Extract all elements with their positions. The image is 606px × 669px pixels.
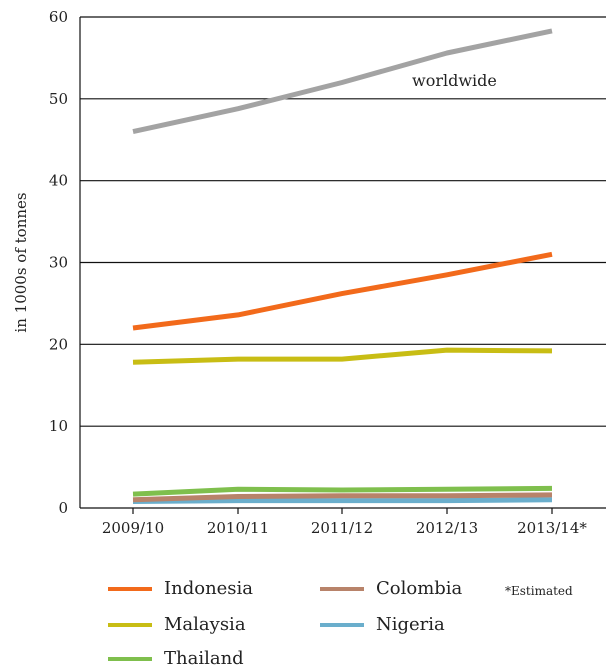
legend-swatch-nigeria	[320, 622, 364, 627]
series-line-nigeria	[132, 497, 553, 504]
x-tick-label: 2012/13	[416, 519, 478, 537]
legend-label-colombia: Colombia	[376, 578, 463, 599]
legend-label-thailand: Thailand	[164, 648, 244, 669]
series-line-thailand	[132, 485, 553, 497]
y-axis-label: in 1000s of tonnes	[12, 192, 30, 332]
legend-label-malaysia: Malaysia	[164, 614, 246, 635]
legend-swatch-malaysia	[108, 622, 152, 627]
y-tick-label: 20	[49, 335, 68, 353]
y-tick-label: 0	[58, 499, 68, 517]
x-tick-label: 2009/10	[102, 519, 164, 537]
legend-item-indonesia: Indonesia	[108, 578, 253, 599]
legend-item-colombia: Colombia	[320, 578, 462, 599]
y-tick-label: 50	[49, 90, 68, 108]
y-tick-label: 60	[49, 8, 68, 26]
series-line-colombia	[132, 492, 553, 503]
y-tick-label: 10	[49, 417, 68, 435]
series-line-malaysia	[132, 347, 553, 365]
series-label-worldwide: worldwide	[412, 71, 497, 90]
x-tick-label: 2013/14*	[517, 519, 587, 537]
footnote: *Estimated	[505, 584, 573, 598]
legend-item-malaysia: Malaysia	[108, 614, 246, 635]
legend-item-thailand: Thailand	[108, 648, 244, 669]
legend-label-nigeria: Nigeria	[376, 614, 445, 635]
y-tick-label: 30	[49, 254, 68, 272]
legend-item-nigeria: Nigeria	[320, 614, 445, 635]
legend-label-indonesia: Indonesia	[164, 578, 254, 599]
series-line-indonesia	[132, 251, 553, 331]
y-tick-label: 40	[49, 172, 68, 190]
legend-swatch-indonesia	[108, 586, 152, 591]
legend: Indonesia Colombia Malaysia Nigeria Thai…	[108, 578, 598, 669]
x-tick-label: 2010/11	[207, 519, 269, 537]
legend-swatch-colombia	[320, 586, 364, 591]
line-chart: 0 10 20 30 40 50 60 2009/10 2010/11 2011/12 2012/1…	[12, 8, 606, 537]
legend-swatch-thailand	[108, 656, 152, 661]
x-tick-label: 2011/12	[311, 519, 373, 537]
series-line-worldwide	[132, 28, 553, 135]
